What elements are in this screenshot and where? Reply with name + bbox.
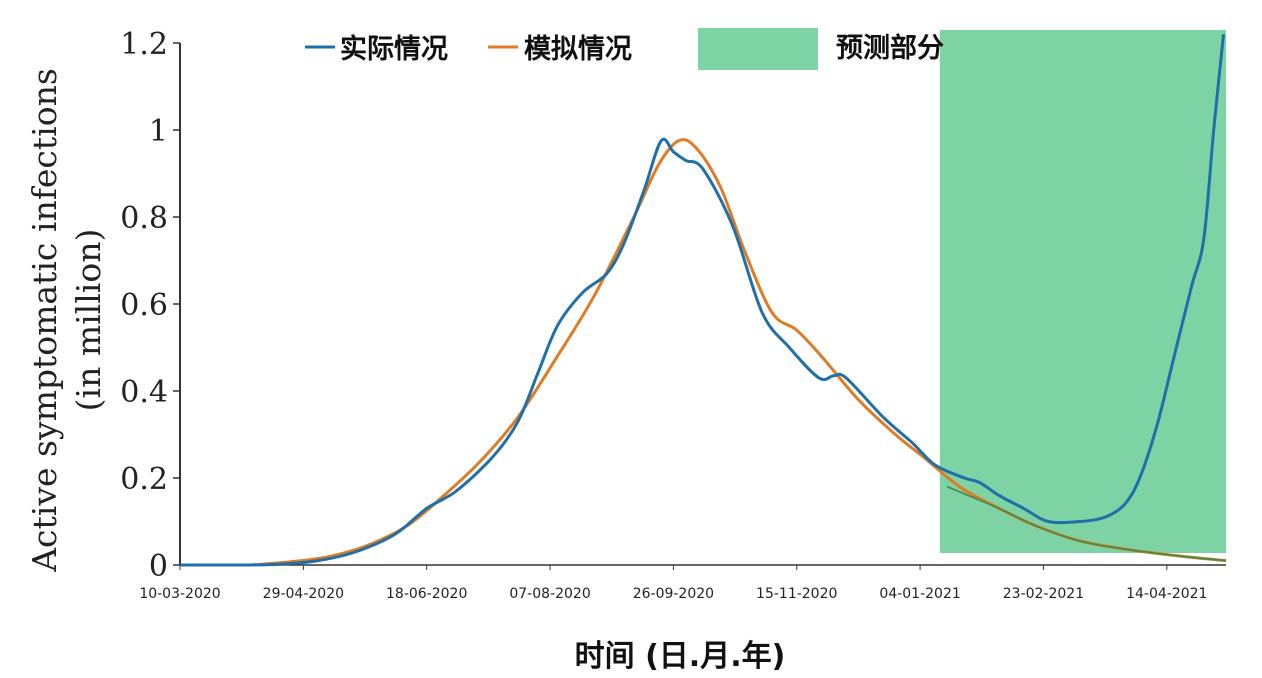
- watermark: 知乎 @知识分子: [962, 615, 1152, 645]
- x-tick-label: 07-08-2020: [509, 586, 590, 602]
- legend-swatch-forecast: [698, 28, 818, 70]
- series-layer: [179, 34, 1227, 567]
- y-ticks: 0 0.2 0.4 0.6 0.8 1 1.2: [120, 27, 180, 584]
- x-tick-label: 10-03-2020: [139, 586, 220, 602]
- y-axis-unit: (in million): [69, 229, 108, 412]
- x-tick-label: 26-09-2020: [633, 586, 714, 602]
- y-tick-label: 0: [149, 549, 168, 584]
- x-tick-label: 04-01-2021: [879, 586, 960, 602]
- legend-label-actual: 实际情况: [340, 33, 448, 65]
- y-tick-label: 1.2: [120, 27, 168, 62]
- legend: 实际情况 模拟情况 预测部分: [305, 28, 944, 70]
- forecast-region: [939, 30, 1226, 553]
- y-tick-label: 0.4: [120, 375, 168, 410]
- x-ticks: 10-03-2020 29-04-2020 18-06-2020 07-08-2020…: [139, 565, 1207, 602]
- x-axis-label: 时间 (日.月.年): [575, 639, 786, 674]
- y-tick-label: 1: [149, 114, 168, 149]
- series-actual-line: [179, 34, 1225, 567]
- y-tick-label: 0.6: [120, 288, 168, 323]
- legend-label-model: 模拟情况: [524, 34, 632, 65]
- y-tick-label: 0.2: [120, 462, 168, 497]
- y-tick-label: 0.8: [120, 201, 168, 236]
- x-tick-label: 18-06-2020: [386, 586, 467, 602]
- x-tick-label: 14-04-2021: [1126, 586, 1207, 602]
- y-axis-label: Active symptomatic infections: [25, 68, 64, 573]
- x-tick-label: 15-11-2020: [756, 586, 837, 602]
- series-forecast-line: [946, 485, 1227, 562]
- legend-label-forecast: 预测部分: [836, 32, 944, 64]
- x-tick-label: 29-04-2020: [263, 586, 344, 602]
- x-tick-label: 23-02-2021: [1003, 586, 1084, 602]
